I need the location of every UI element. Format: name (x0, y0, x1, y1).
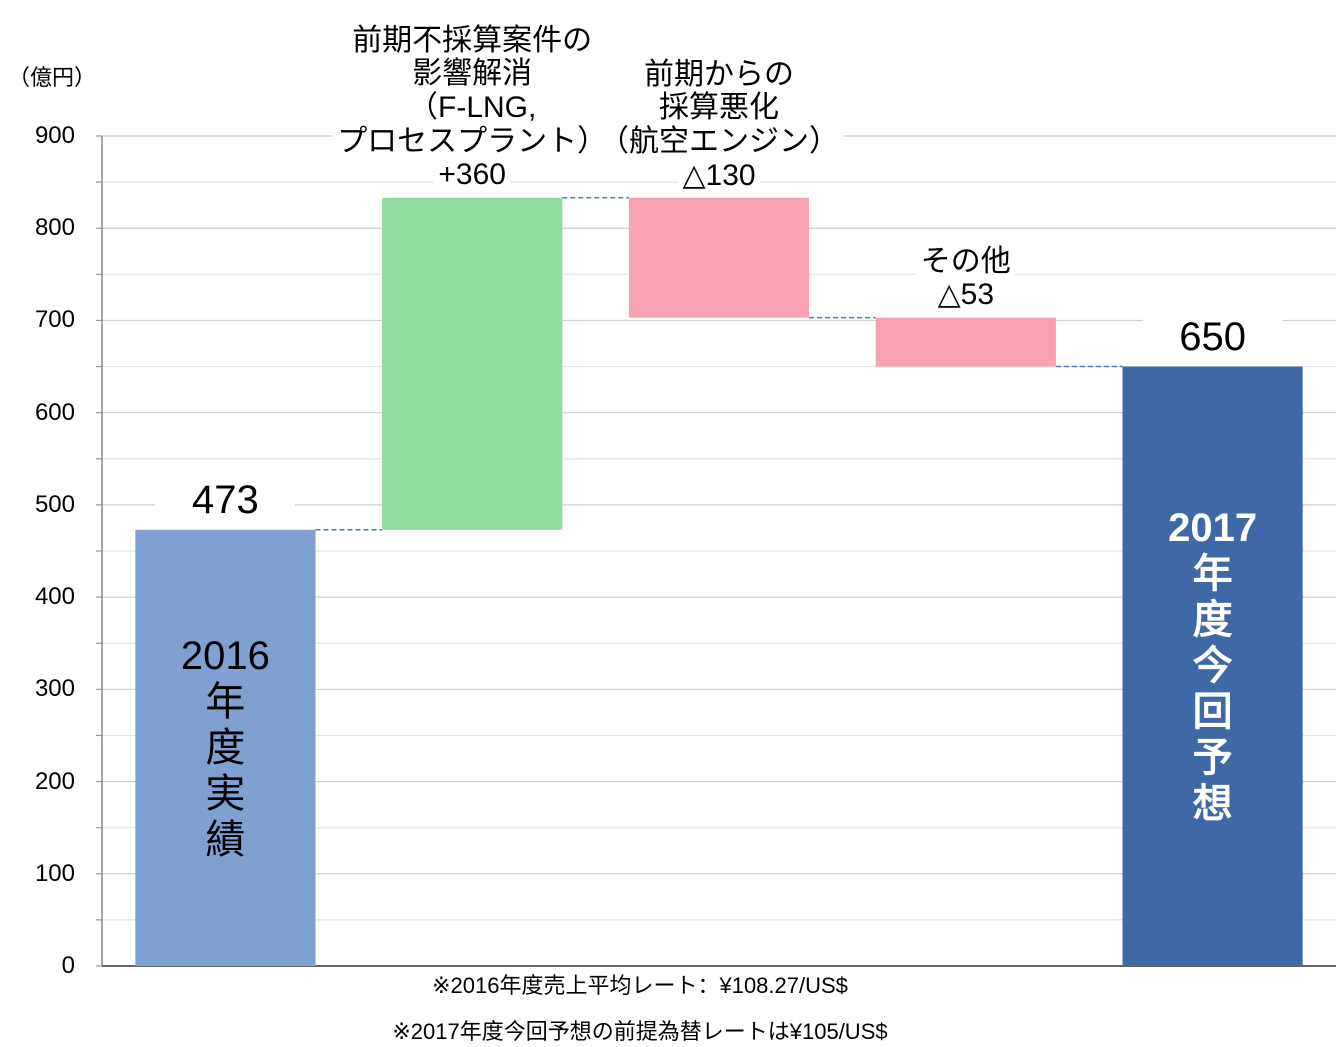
category-label: 2016 年 度 実 績 (180, 633, 270, 862)
bar (135, 529, 316, 966)
bar (875, 317, 1056, 367)
value-label: +360 (434, 158, 510, 192)
y-tick-label: 700 (34, 306, 75, 334)
bar (628, 197, 810, 318)
note: ※2016年度売上平均レート：¥108.27/US$ (432, 973, 848, 998)
label-box: 前期からの 採算悪化 （航空エンジン） △130 (569, 57, 869, 193)
y-tick-label: 200 (34, 767, 75, 795)
y-tick-label: 600 (34, 398, 75, 426)
y-tick-label: 400 (34, 583, 75, 611)
bar (382, 197, 563, 530)
category-label: 前期不採算案件の 影響解消 （F-LNG, プロセスプラント） (333, 23, 612, 159)
category-label: 前期からの 採算悪化 （航空エンジン） (595, 57, 843, 159)
y-tick-label: 100 (34, 859, 75, 887)
note: ※2017年度今回予想の前提為替レートは¥105/US$ (392, 1019, 888, 1044)
y-tick-label: 500 (34, 490, 75, 518)
value-label: △53 (933, 278, 999, 312)
y-unit: （億円） (8, 65, 97, 90)
value-label: △130 (678, 158, 760, 193)
y-tick-label: 800 (34, 214, 75, 242)
category-label: 2017 年 度 今 回 予 想 (1168, 506, 1258, 827)
y-tick-label: 300 (34, 675, 75, 703)
bar (1122, 366, 1303, 966)
y-tick-label: 900 (34, 122, 75, 149)
label-box: その他 △53 (816, 244, 1116, 312)
label-box: 前期不採算案件の 影響解消 （F-LNG, プロセスプラント） +360 (322, 23, 622, 192)
category-label: その他 (916, 244, 1015, 279)
value-label: 650 (1142, 312, 1283, 361)
y-tick-label: 0 (61, 952, 75, 979)
value-label: 473 (155, 475, 296, 524)
